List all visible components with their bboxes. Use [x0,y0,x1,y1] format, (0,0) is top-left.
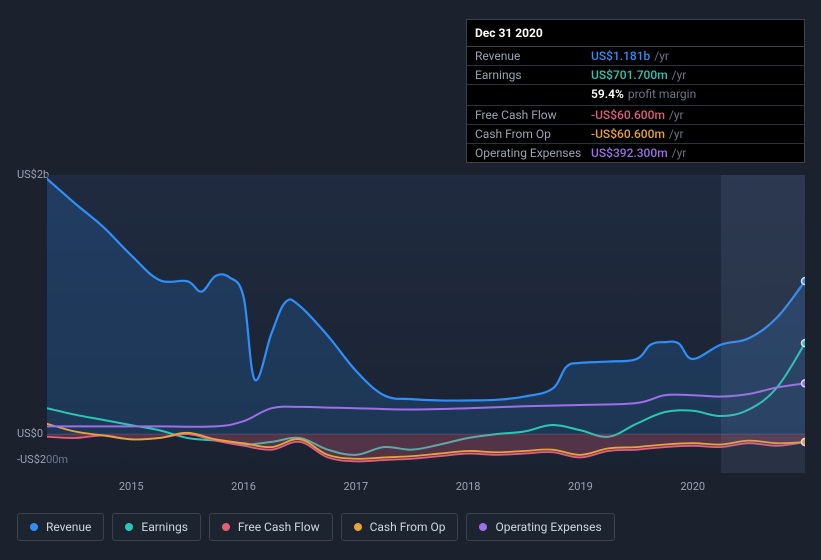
legend-label: Operating Expenses [495,520,601,534]
tooltip-row: Operating ExpensesUS$392.300m/yr [467,144,804,162]
tooltip-unit: /yr [672,146,687,160]
legend-item[interactable]: Cash From Op [341,513,459,541]
legend-label: Free Cash Flow [238,520,320,534]
plot-area[interactable] [47,175,805,473]
tooltip-value: US$1.181b [591,49,650,63]
tooltip-value: -US$60.600m [591,108,665,122]
x-axis-label: 2015 [119,480,144,493]
tooltip-profit-margin: 59.4% profit margin [467,85,804,106]
tooltip-unit: /yr [672,68,687,82]
x-axis-label: 2017 [343,480,368,493]
tooltip-date: Dec 31 2020 [467,20,804,47]
tooltip-unit: /yr [669,127,684,141]
tooltip-label: Revenue [475,49,591,63]
legend-label: Cash From Op [370,520,446,534]
legend-dot-icon [479,523,487,531]
tooltip-row: RevenueUS$1.181b/yr [467,47,804,66]
legend-label: Earnings [141,520,188,534]
tooltip-value: US$392.300m [591,146,668,160]
tooltip-row: Cash From Op-US$60.600m/yr [467,125,804,144]
y-axis-label: US$0 [17,427,43,440]
legend-dot-icon [30,523,38,531]
x-axis-label: 2020 [680,480,705,493]
tooltip-value: US$701.700m [591,68,668,82]
tooltip-label: Cash From Op [475,127,591,141]
tooltip-unit: /yr [654,49,669,63]
legend-item[interactable]: Operating Expenses [466,513,614,541]
legend-dot-icon [354,523,362,531]
legend-dot-icon [125,523,133,531]
profit-margin-value: 59.4% [591,87,624,101]
y-axis-label: US$2b [17,168,49,181]
x-axis-label: 2016 [231,480,256,493]
tooltip-label: Operating Expenses [475,146,591,160]
tooltip-value: -US$60.600m [591,127,665,141]
tooltip-unit: /yr [669,108,684,122]
tooltip-row: Free Cash Flow-US$60.600m/yr [467,106,804,125]
legend-item[interactable]: Earnings [112,513,201,541]
tooltip-label: Free Cash Flow [475,108,591,122]
tooltip-row: EarningsUS$701.700m/yr [467,66,804,85]
legend-label: Revenue [46,520,91,534]
x-axis-label: 2018 [456,480,481,493]
legend-item[interactable]: Revenue [17,513,104,541]
x-axis-label: 2019 [568,480,593,493]
x-axis-ticks: 2015 2016 2017 2018 2019 2020 [47,480,805,500]
legend-item[interactable]: Free Cash Flow [209,513,333,541]
chart-tooltip: Dec 31 2020 RevenueUS$1.181b/yrEarningsU… [466,19,805,163]
tooltip-label: Earnings [475,68,591,82]
chart-legend: Revenue Earnings Free Cash Flow Cash From O… [17,513,615,541]
legend-dot-icon [222,523,230,531]
profit-margin-text: profit margin [628,87,696,101]
